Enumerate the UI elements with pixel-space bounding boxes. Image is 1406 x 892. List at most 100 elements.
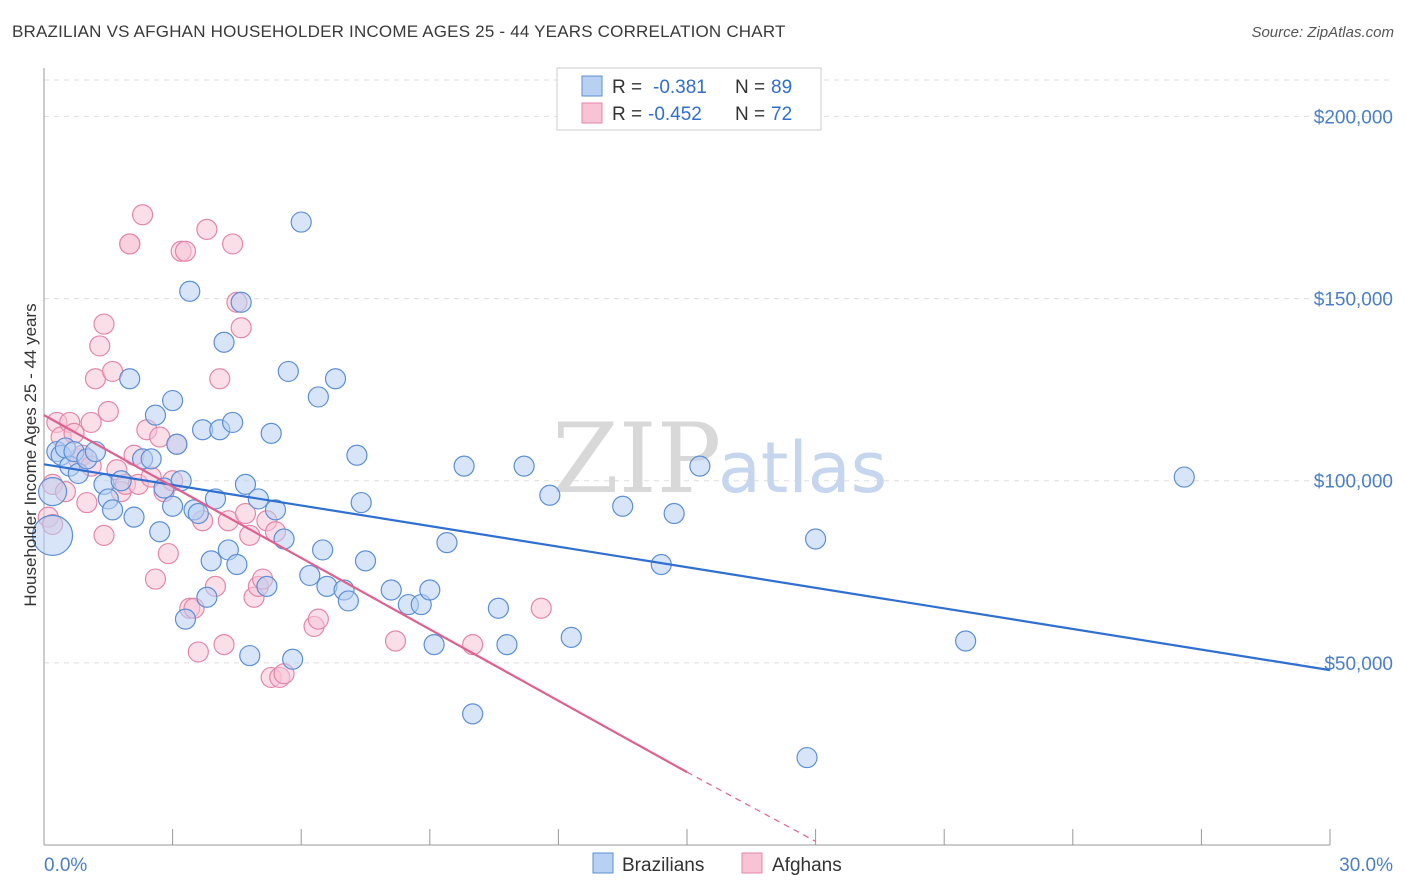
legend-n-label: N = <box>735 77 765 98</box>
legend-swatch-brazilians <box>581 75 603 97</box>
axes <box>43 68 1331 846</box>
afghans-point <box>530 597 552 619</box>
afghans-point <box>307 608 329 630</box>
legend-n-label: N = <box>735 104 765 125</box>
legend-r-value: -0.381 <box>653 77 707 98</box>
legend-swatch-afghans <box>741 852 763 874</box>
brazilians-point <box>453 455 475 477</box>
legend-swatch-brazilians <box>592 852 614 874</box>
brazilians-point <box>140 448 162 470</box>
brazilians-point <box>307 386 329 408</box>
y-axis-label: Householder Income Ages 25 - 44 years <box>21 303 40 606</box>
brazilians-point <box>204 488 227 510</box>
brazilians-point <box>312 539 334 561</box>
afghans-point <box>80 411 102 434</box>
y-tick-label: $150,000 <box>1314 290 1393 311</box>
afghans-point <box>234 502 257 525</box>
afghans-point <box>462 634 484 656</box>
chart-title: BRAZILIAN VS AFGHAN HOUSEHOLDER INCOME A… <box>12 22 786 41</box>
y-tick-labels: $50,000 $100,000 $150,000 $200,000 <box>1314 107 1393 674</box>
brazilians-point <box>101 499 124 521</box>
afghans-trend-line <box>43 414 688 774</box>
brazilians-point <box>337 590 359 612</box>
x-tick-label-max: 30.0% <box>1339 855 1393 876</box>
brazilians-point <box>162 389 184 412</box>
watermark: ZIP atlas <box>552 403 887 515</box>
brazilians-point <box>796 746 818 769</box>
legend-bottom: Brazilians Afghans <box>592 852 842 876</box>
brazilians-point <box>230 291 252 313</box>
brazilians-point <box>346 444 368 466</box>
legend-r-value: -0.452 <box>648 104 702 125</box>
trend-lines <box>43 414 1331 842</box>
brazilians-point <box>179 280 201 302</box>
brazilians-point <box>144 404 167 426</box>
brazilians-point <box>213 331 235 353</box>
brazilians-point <box>663 502 685 525</box>
legend-item-brazilians: Brazilians <box>622 855 704 876</box>
brazilians-point <box>324 368 347 390</box>
brazilians-point <box>1173 466 1195 488</box>
brazilians-point <box>119 368 141 390</box>
brazilians-point <box>110 470 132 492</box>
brazilians-point <box>380 579 402 601</box>
brazilians-points <box>31 211 1195 769</box>
brazilians-point <box>462 703 484 725</box>
brazilians-point <box>222 411 244 434</box>
afghans-point <box>119 233 141 255</box>
watermark-atlas: atlas <box>718 427 887 509</box>
brazilians-point <box>234 473 257 495</box>
brazilians-point <box>955 630 977 652</box>
legend-swatch-afghans <box>581 102 603 124</box>
brazilians-point <box>31 514 74 556</box>
brazilians-trend-line <box>43 463 1331 672</box>
brazilians-point <box>612 495 634 517</box>
afghans-point <box>76 491 98 514</box>
legend-item-afghans: Afghans <box>772 855 842 876</box>
brazilians-point <box>187 502 209 525</box>
afghans-point <box>174 240 197 262</box>
legend-n-value: 72 <box>771 104 792 125</box>
afghans-point <box>209 368 231 390</box>
brazilians-point <box>162 495 184 517</box>
brazilians-point <box>200 550 222 572</box>
source-label: Source: ZipAtlas.com <box>1251 24 1394 41</box>
brazilians-point <box>273 528 295 550</box>
brazilians-point <box>166 433 188 455</box>
afghans-point <box>89 335 111 357</box>
brazilians-point <box>804 528 827 550</box>
afghans-point <box>230 317 252 339</box>
brazilians-point <box>239 644 261 667</box>
afghans-point <box>131 204 154 226</box>
brazilians-point <box>423 634 445 656</box>
brazilians-point <box>436 532 458 554</box>
brazilians-point <box>419 579 441 601</box>
afghans-point <box>222 233 244 255</box>
brazilians-point <box>290 211 312 233</box>
brazilians-point <box>354 550 377 572</box>
brazilians-point <box>316 575 338 597</box>
brazilians-point <box>539 484 561 506</box>
legend-top: R = -0.381 N = 89 R = -0.452 N = 72 <box>556 67 822 131</box>
afghans-point <box>97 400 119 423</box>
brazilians-point <box>560 626 582 648</box>
brazilians-point <box>496 634 518 656</box>
x-tick-label-min: 0.0% <box>44 855 87 876</box>
afghans-points <box>37 204 552 689</box>
y-tick-label: $200,000 <box>1314 107 1393 128</box>
legend-r-label: R = <box>612 77 642 98</box>
brazilians-point <box>149 521 171 543</box>
afghans-point <box>196 218 218 240</box>
brazilians-point <box>513 455 535 477</box>
brazilians-point <box>282 648 304 670</box>
brazilians-point <box>174 608 197 630</box>
brazilians-point <box>350 491 372 514</box>
brazilians-point <box>264 499 287 521</box>
brazilians-point <box>123 506 145 528</box>
afghans-point <box>187 641 209 663</box>
brazilians-point <box>299 564 321 587</box>
brazilians-point <box>260 422 282 444</box>
brazilians-point <box>277 360 299 383</box>
brazilians-point <box>487 597 509 619</box>
